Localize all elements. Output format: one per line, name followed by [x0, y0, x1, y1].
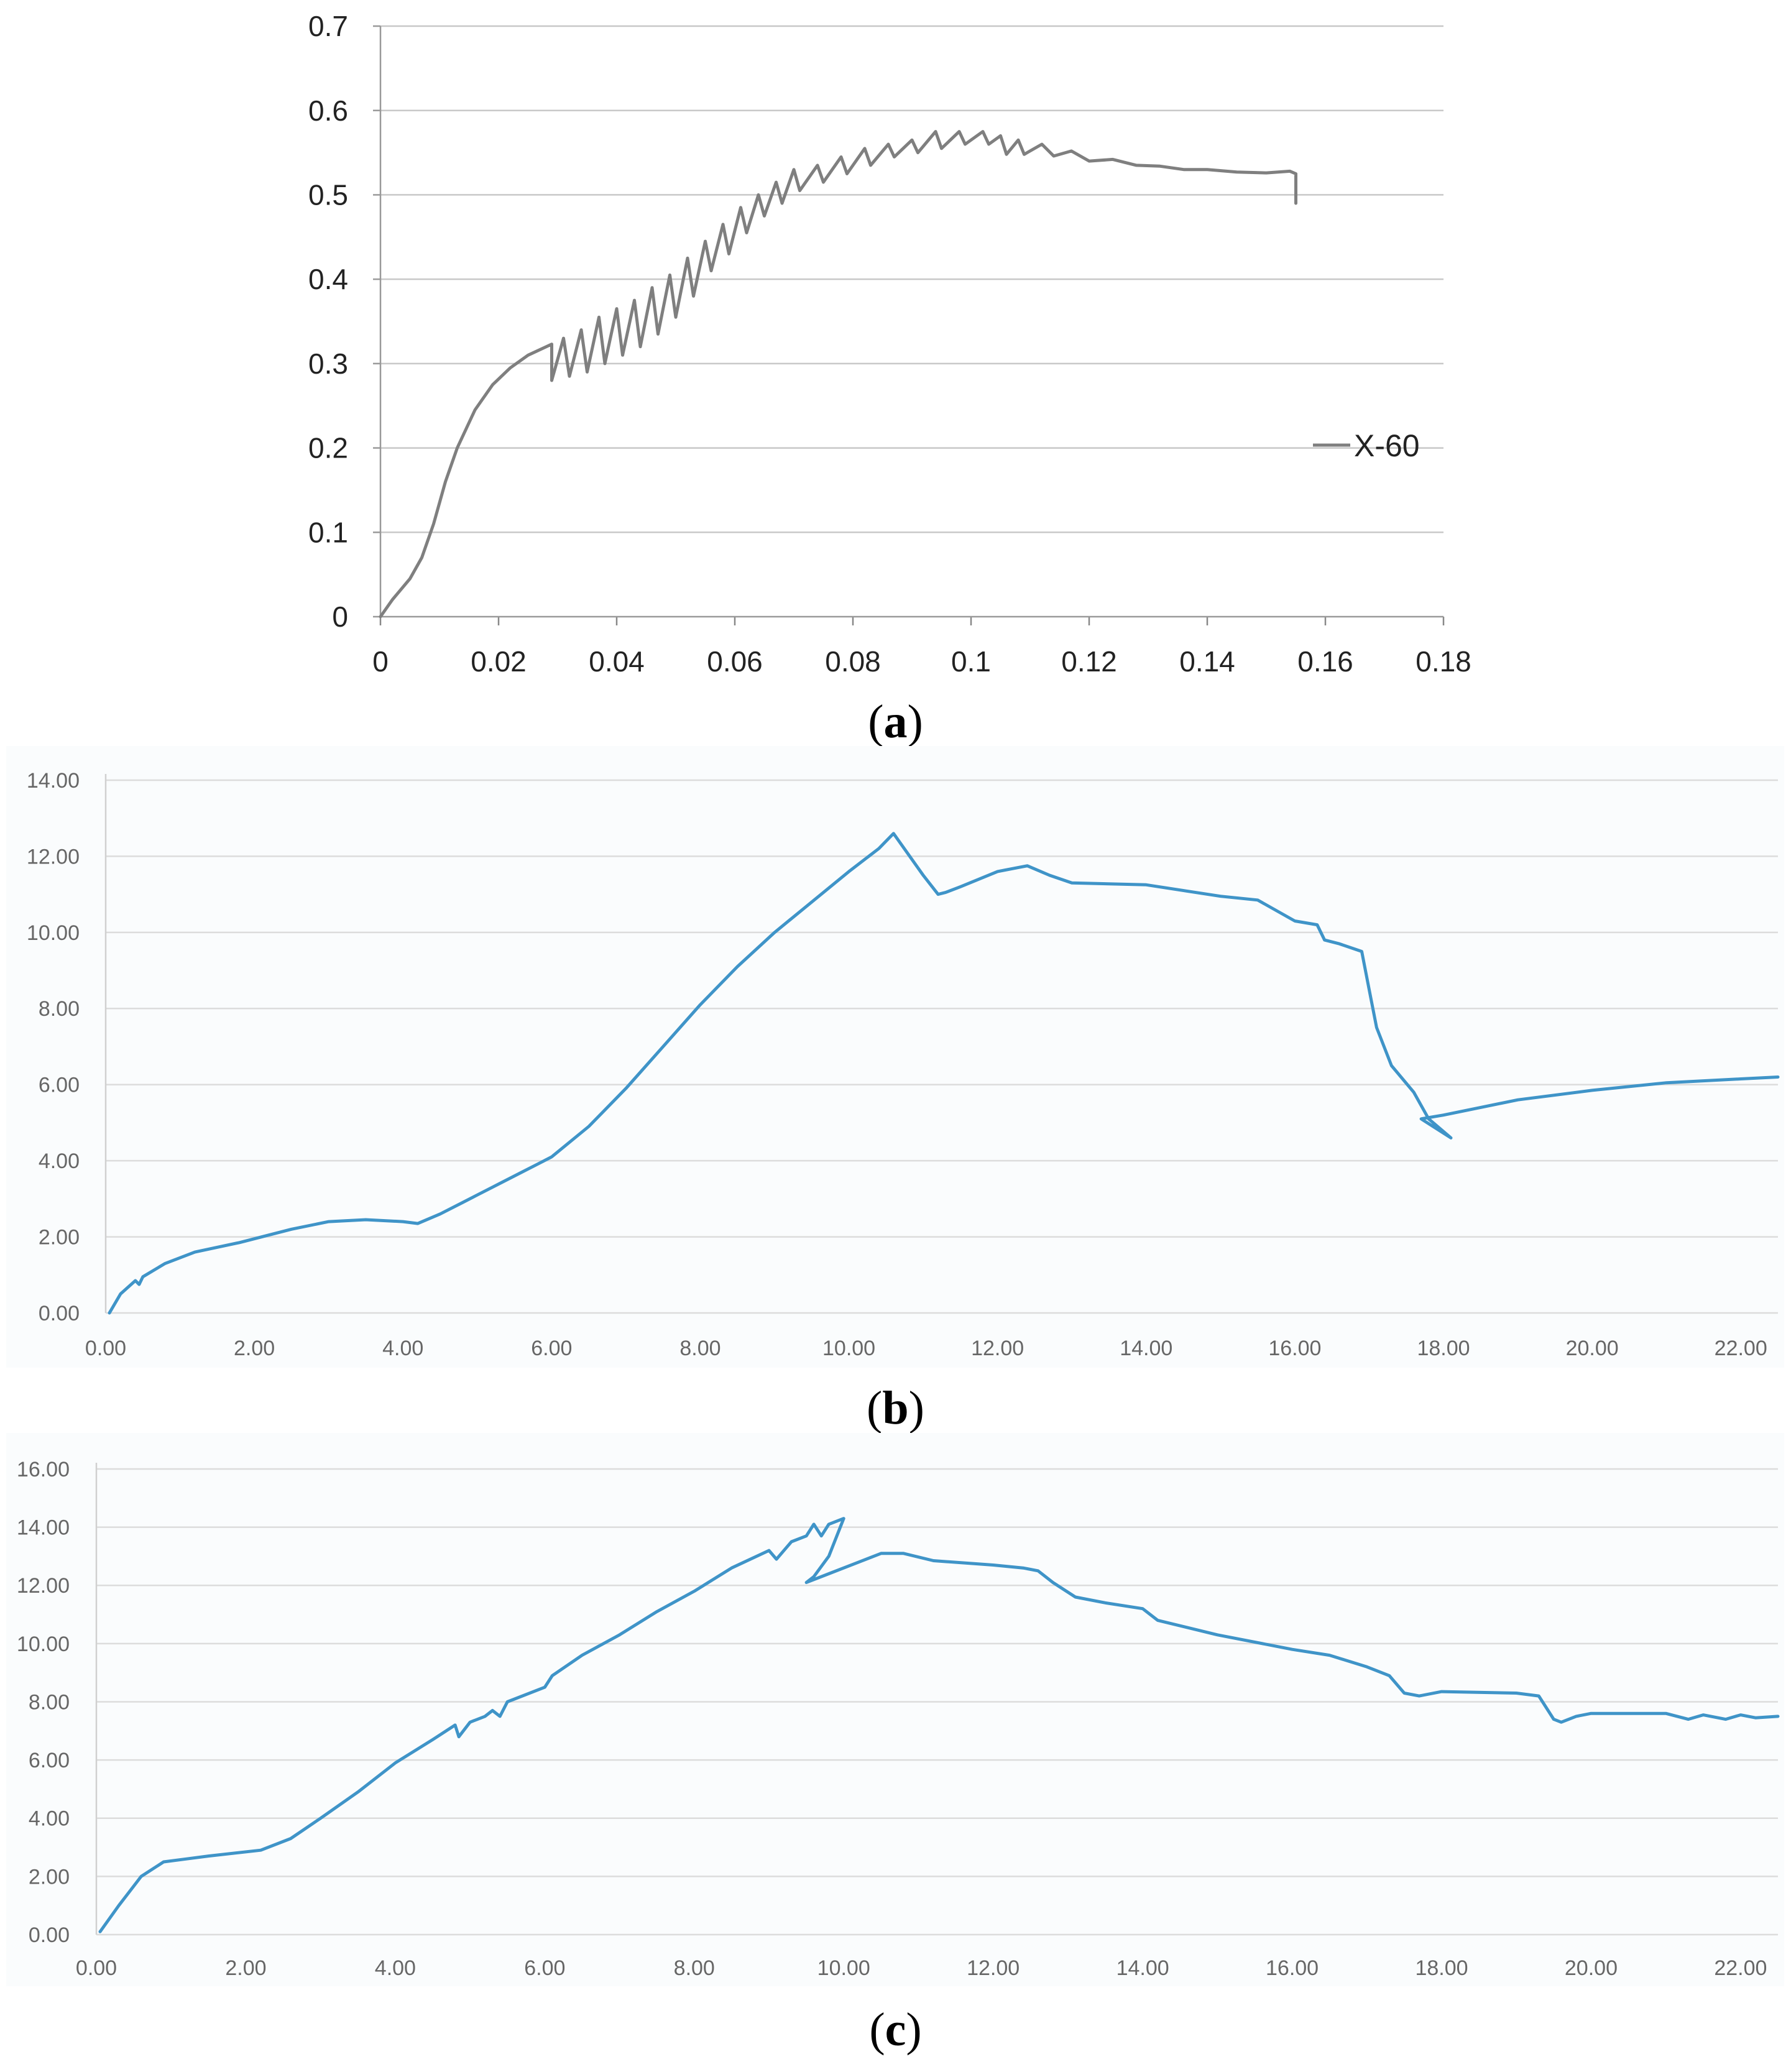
x-tick-label: 0.18 — [1416, 645, 1471, 678]
x-tick-label: 4.00 — [382, 1337, 423, 1360]
legend-label-x-60: X-60 — [1354, 428, 1420, 463]
chart-b-plot-background — [6, 746, 1784, 1368]
x-tick-label: 0.1 — [951, 645, 991, 678]
x-tick-label: 8.00 — [674, 1956, 715, 1980]
y-tick-label: 2.00 — [39, 1225, 80, 1249]
chart-a-gridlines — [380, 25, 1443, 533]
y-tick-label: 10.00 — [27, 921, 80, 945]
x-tick-label: 14.00 — [1116, 1956, 1169, 1980]
chart-c-gridlines — [96, 1468, 1778, 1936]
x-tick-label: 0.08 — [825, 645, 881, 678]
x-tick-label: 16.00 — [1268, 1337, 1321, 1360]
chart-a-legend: X-60 — [1313, 428, 1420, 463]
y-tick-label: 12.00 — [17, 1574, 70, 1598]
y-tick-label: 16.00 — [17, 1458, 70, 1481]
x-tick-label: 14.00 — [1120, 1337, 1172, 1360]
x-tick-label: 22.00 — [1715, 1337, 1767, 1360]
chart-b: 0.00 2.00 4.00 6.00 8.00 10.00 12.00 14.00 0.00 2… — [6, 746, 1784, 1368]
y-tick-label: 0.4 — [308, 263, 348, 295]
y-tick-label: 0.7 — [308, 10, 348, 42]
x-tick-label: 0.02 — [471, 645, 527, 678]
series-line-series — [98, 1517, 1780, 1933]
x-tick-label: 12.00 — [967, 1956, 1020, 1980]
x-tick-label: 2.00 — [225, 1956, 266, 1980]
chart-c-tick-labels: 0.00 2.00 4.00 6.00 8.00 10.00 12.00 14.00 16.00… — [17, 1458, 1767, 1980]
x-tick-label: 22.00 — [1714, 1956, 1767, 1980]
y-tick-label: 8.00 — [29, 1690, 70, 1714]
chart-b-series — [108, 832, 1780, 1315]
x-tick-label: 16.00 — [1266, 1956, 1319, 1980]
chart-b-tick-labels: 0.00 2.00 4.00 6.00 8.00 10.00 12.00 14.00 0.00 2… — [27, 769, 1767, 1360]
x-tick-label: 10.00 — [822, 1337, 875, 1360]
series-line-series — [108, 832, 1780, 1315]
x-tick-label: 0.16 — [1297, 645, 1353, 678]
x-tick-label: 6.00 — [531, 1337, 572, 1360]
chart-a: 0 0.1 0.2 0.3 0.4 0.5 0.6 0.7 0 0.02 0.04 0.06 0.08 0… — [308, 10, 1471, 678]
chart-c-series — [98, 1517, 1780, 1933]
x-tick-label: 2.00 — [234, 1337, 275, 1360]
chart-a-series — [379, 130, 1297, 619]
y-tick-label: 0.00 — [29, 1923, 70, 1947]
chart-c: 0.00 2.00 4.00 6.00 8.00 10.00 12.00 14.00 16.00… — [6, 1433, 1784, 1986]
y-tick-label: 8.00 — [39, 997, 80, 1021]
x-tick-label: 20.00 — [1566, 1337, 1619, 1360]
y-tick-label: 0.5 — [308, 179, 348, 211]
y-tick-label: 0.00 — [39, 1302, 80, 1325]
y-tick-label: 6.00 — [29, 1749, 70, 1772]
caption-a: (a) — [868, 696, 923, 748]
caption-b: (b) — [867, 1382, 924, 1434]
x-tick-label: 12.00 — [971, 1337, 1024, 1360]
y-tick-label: 0.1 — [308, 516, 348, 548]
y-tick-label: 0.2 — [308, 432, 348, 464]
x-tick-label: 4.00 — [375, 1956, 416, 1980]
x-tick-label: 0.00 — [76, 1956, 117, 1980]
chart-a-tick-labels: 0 0.1 0.2 0.3 0.4 0.5 0.6 0.7 0 0.02 0.04 0.06 0.08 0… — [308, 10, 1471, 678]
x-tick-label: 0.06 — [707, 645, 763, 678]
x-tick-label: 0.12 — [1061, 645, 1117, 678]
y-tick-label: 0 — [332, 601, 348, 633]
caption-c: (c) — [869, 2004, 922, 2056]
x-tick-label: 10.00 — [817, 1956, 870, 1980]
chart-a-axes — [373, 25, 1445, 625]
x-tick-label: 8.00 — [679, 1337, 721, 1360]
x-tick-label: 0 — [372, 645, 389, 678]
x-tick-label: 0.00 — [85, 1337, 126, 1360]
chart-c-plot-background — [6, 1433, 1784, 1986]
y-tick-label: 14.00 — [27, 769, 80, 793]
y-tick-label: 14.00 — [17, 1516, 70, 1540]
y-tick-label: 4.00 — [39, 1149, 80, 1173]
y-tick-label: 12.00 — [27, 845, 80, 868]
series-line-x-60 — [379, 130, 1297, 619]
y-tick-label: 0.3 — [308, 348, 348, 380]
y-tick-label: 0.6 — [308, 94, 348, 127]
y-tick-label: 10.00 — [17, 1632, 70, 1656]
x-tick-label: 0.14 — [1179, 645, 1235, 678]
y-tick-label: 2.00 — [29, 1865, 70, 1889]
x-tick-label: 18.00 — [1417, 1337, 1470, 1360]
y-tick-label: 4.00 — [29, 1807, 70, 1831]
y-tick-label: 6.00 — [39, 1074, 80, 1097]
x-tick-label: 18.00 — [1415, 1956, 1468, 1980]
x-tick-label: 20.00 — [1565, 1956, 1618, 1980]
chart-b-gridlines — [106, 779, 1778, 1314]
x-tick-label: 6.00 — [524, 1956, 565, 1980]
x-tick-label: 0.04 — [589, 645, 645, 678]
